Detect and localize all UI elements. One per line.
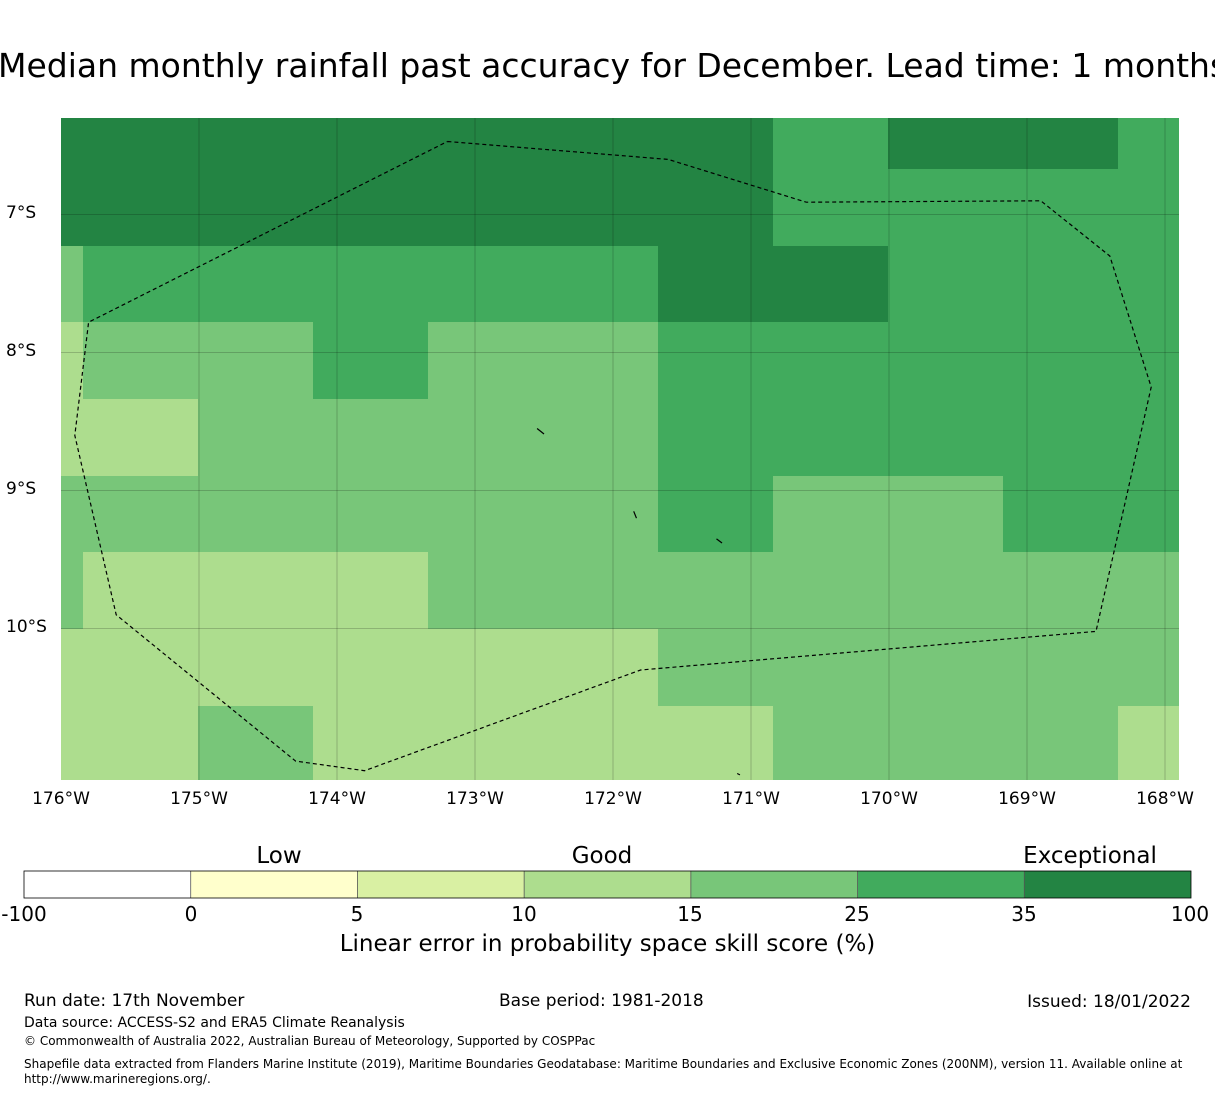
lat-tick-7s: 7°S (6, 203, 37, 223)
colorbar-category-low: Low (256, 843, 302, 869)
skill-cell (428, 552, 1179, 629)
chart-title: Median monthly rainfall past accuracy fo… (0, 46, 1215, 85)
skill-cell (83, 552, 428, 629)
skill-cell (658, 322, 1179, 399)
colorbar-tick: 35 (1011, 902, 1037, 926)
skill-cell (658, 476, 773, 552)
skill-cell (658, 399, 1179, 476)
data-source: Data source: ACCESS-S2 and ERA5 Climate … (24, 1015, 405, 1031)
colorbar-tick: 25 (844, 902, 870, 926)
skill-cell (888, 169, 1118, 246)
lon-tick-168w: 168°W (1136, 789, 1194, 809)
skill-cell (313, 322, 428, 399)
skill-cell (61, 399, 198, 476)
colorbar-segment (857, 871, 1025, 898)
base-period: Base period: 1981-2018 (499, 991, 704, 1011)
colorbar-tick: 0 (184, 902, 198, 926)
lon-tick-174w: 174°W (308, 789, 366, 809)
skill-cell (61, 552, 83, 629)
skill-cell (61, 629, 658, 706)
colorbar-tick: -100 (1, 902, 47, 926)
islands (536, 428, 741, 776)
skill-cell (1118, 706, 1179, 780)
graticule (61, 118, 1179, 780)
skill-cell (888, 118, 1118, 169)
lat-tick-8s: 8°S (6, 341, 37, 361)
lon-tick-170w: 170°W (860, 789, 918, 809)
skill-cell (888, 246, 1179, 322)
lat-tick-9s: 9°S (6, 479, 37, 499)
colorbar-segment (1024, 871, 1191, 898)
eez-boundary (74, 140, 1152, 772)
island (536, 428, 545, 435)
colorbar-outline (23, 870, 1192, 899)
skill-cells (61, 118, 1179, 780)
skill-cell (61, 246, 83, 322)
lon-tick-169w: 169°W (998, 789, 1056, 809)
colorbar-label: Linear error in probability space skill … (339, 931, 876, 957)
lon-tick-176w: 176°W (32, 789, 90, 809)
skill-cell (658, 629, 1179, 706)
skill-cell (773, 706, 1118, 780)
run-date: Run date: 17th November (24, 991, 245, 1011)
lat-tick-10s: 10°S (6, 617, 47, 637)
lon-tick-175w: 175°W (170, 789, 228, 809)
skill-cell (61, 118, 773, 246)
eez-boundary-line (74, 140, 1152, 772)
shapefile-credit-line2: http://www.marineregions.org/. (24, 1072, 211, 1086)
skill-cell (1118, 118, 1179, 246)
colorbar-segment (357, 871, 525, 898)
skill-cell (61, 476, 658, 552)
copyright: © Commonwealth of Australia 2022, Austra… (24, 1034, 596, 1048)
skill-cell (428, 322, 658, 399)
colorbar-segment (24, 871, 191, 898)
colorbar-tick: 15 (677, 902, 703, 926)
skill-cell (61, 322, 83, 399)
colorbar-tick: 100 (1170, 902, 1210, 926)
colorbar-tick: 5 (350, 902, 364, 926)
island (736, 772, 741, 776)
skill-cell (1003, 476, 1179, 552)
skill-cell (658, 246, 888, 322)
colorbar-segment (190, 871, 358, 898)
skill-cell (773, 476, 1003, 552)
skill-cell (83, 322, 313, 399)
colorbar (23, 870, 1192, 899)
skill-cell (773, 118, 888, 246)
lon-tick-172w: 172°W (584, 789, 642, 809)
colorbar-tick: 10 (511, 902, 537, 926)
lon-tick-171w: 171°W (722, 789, 780, 809)
skill-cell (61, 706, 198, 780)
colorbar-category-exceptional: Exceptional (1023, 843, 1157, 869)
issued-date: Issued: 18/01/2022 (1027, 992, 1191, 1012)
skill-cell (198, 399, 658, 476)
colorbar-segment (524, 871, 691, 898)
shapefile-credit-line1: Shapefile data extracted from Flanders M… (24, 1057, 1183, 1071)
island (716, 538, 723, 544)
colorbar-category-good: Good (571, 843, 633, 869)
island (633, 511, 638, 519)
colorbar-segment (690, 871, 858, 898)
skill-cell (313, 706, 773, 780)
skill-cell (83, 246, 658, 322)
lon-tick-173w: 173°W (446, 789, 504, 809)
skill-cell (198, 706, 313, 780)
